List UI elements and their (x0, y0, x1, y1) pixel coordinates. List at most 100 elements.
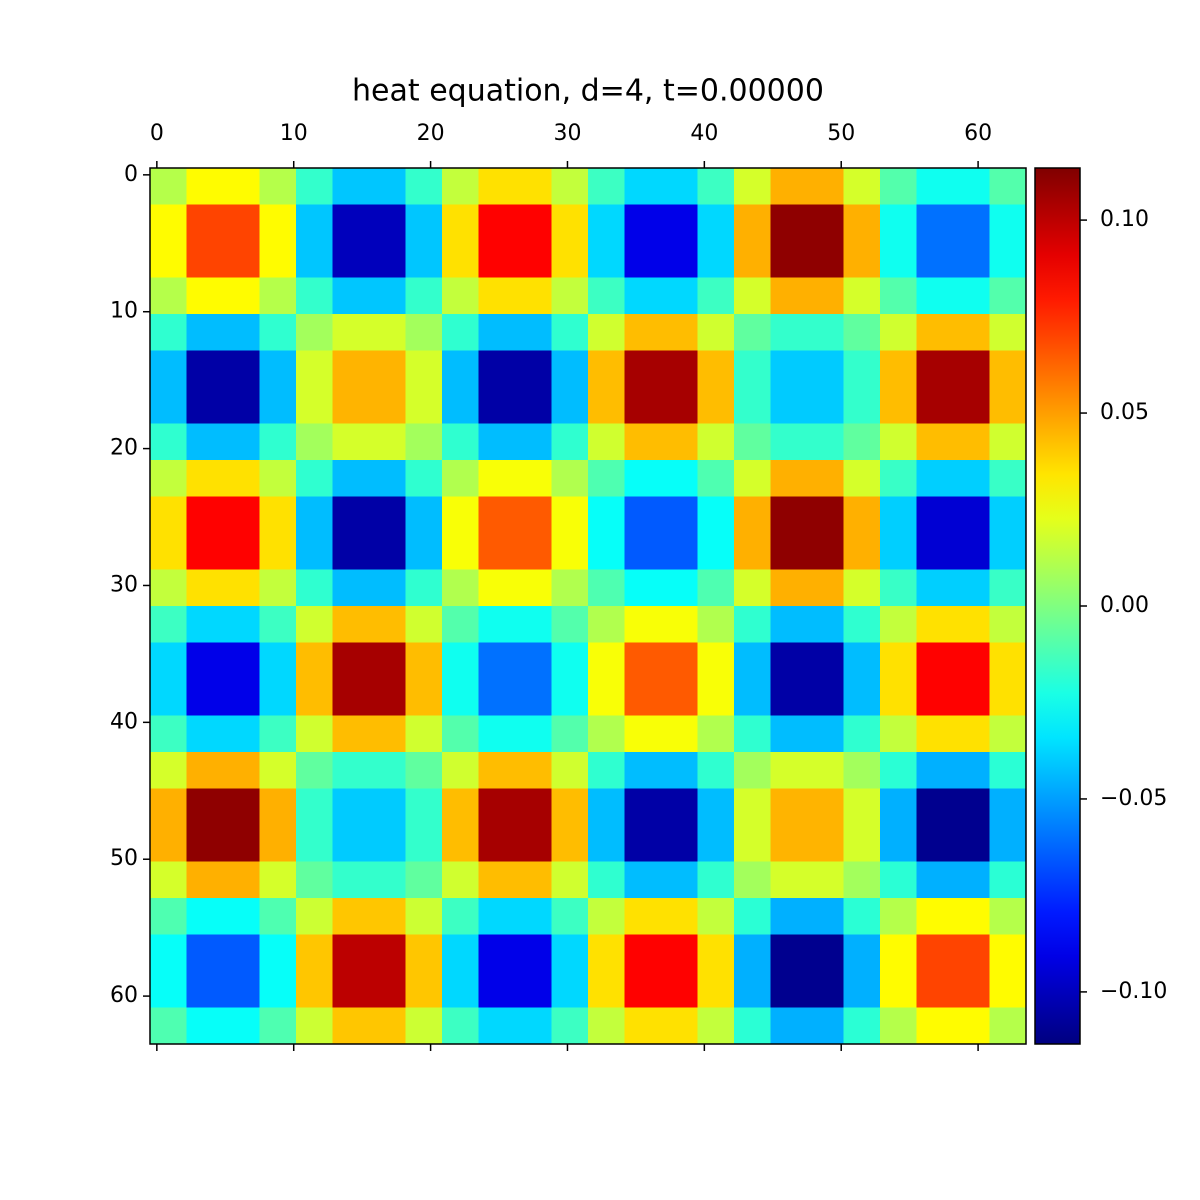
heatmap-cell (953, 642, 991, 680)
heatmap-cell (916, 679, 954, 717)
heatmap-cell (150, 898, 188, 936)
heatmap-cell (843, 496, 881, 534)
heatmap-cell (551, 642, 589, 680)
heatmap-cell (734, 1007, 772, 1045)
heatmap-cell (332, 679, 370, 717)
heatmap-cell (150, 642, 188, 680)
heatmap-cell (807, 350, 845, 388)
heatmap-cell (770, 861, 808, 899)
heatmap-cell (624, 788, 662, 826)
heatmap-cell (369, 241, 407, 279)
heatmap-cell (661, 387, 699, 425)
heatmap-cell (880, 934, 918, 972)
heatmap-cell (478, 788, 516, 826)
heatmap-cell (734, 752, 772, 790)
heatmap-cell (734, 350, 772, 388)
heatmap-cell (223, 898, 261, 936)
heatmap-cell (405, 350, 443, 388)
heatmap-cell (916, 460, 954, 498)
heatmap-cell (843, 241, 881, 279)
heatmap-cell (551, 606, 589, 644)
heatmap-cell (259, 533, 297, 571)
heatmap-cell (953, 752, 991, 790)
heatmap-cell (697, 314, 735, 352)
heatmap-cell (880, 423, 918, 461)
heatmap-cell (770, 569, 808, 607)
heatmap-cell (405, 533, 443, 571)
heatmap-cell (953, 788, 991, 826)
heatmap-cell (259, 423, 297, 461)
heatmap-cell (989, 423, 1027, 461)
heatmap-cell (296, 898, 334, 936)
heatmap-cell (332, 350, 370, 388)
heatmap-cell (369, 788, 407, 826)
heatmap-cell (989, 204, 1027, 242)
heatmap-cell (880, 752, 918, 790)
colorbar-tick-label: 0.10 (1100, 207, 1149, 232)
heatmap-cell (588, 569, 626, 607)
heatmap-cell (661, 569, 699, 607)
heatmap-cell (843, 825, 881, 863)
heatmap-cell (916, 350, 954, 388)
heatmap-cell (734, 788, 772, 826)
heatmap-cell (916, 1007, 954, 1045)
heatmap-cell (296, 314, 334, 352)
heatmap-cell (661, 971, 699, 1009)
heatmap-cell (442, 460, 480, 498)
heatmap-cell (186, 423, 224, 461)
heatmap-cell (807, 423, 845, 461)
heatmap-cell (442, 679, 480, 717)
heatmap-cell (588, 533, 626, 571)
heatmap-cell (807, 752, 845, 790)
heatmap-cell (551, 971, 589, 1009)
heatmap-cell (843, 971, 881, 1009)
heatmap-cell (223, 168, 261, 206)
heatmap-cell (551, 277, 589, 315)
heatmap-cell (734, 898, 772, 936)
heatmap-cell (223, 387, 261, 425)
heatmap-cell (515, 569, 553, 607)
heatmap-cell (953, 460, 991, 498)
heatmap-cell (405, 569, 443, 607)
heatmap-cell (551, 752, 589, 790)
heatmap-cell (734, 971, 772, 1009)
heatmap-cell (186, 971, 224, 1009)
heatmap-cell (332, 861, 370, 899)
heatmap-cell (989, 314, 1027, 352)
heatmap-cell (734, 679, 772, 717)
heatmap-cell (442, 642, 480, 680)
heatmap-cell (807, 715, 845, 753)
heatmap-cell (989, 861, 1027, 899)
heatmap-cell (661, 715, 699, 753)
heatmap-cell (807, 314, 845, 352)
heatmap-cell (259, 752, 297, 790)
heatmap-cell (478, 350, 516, 388)
heatmap-cell (843, 606, 881, 644)
heatmap-cell (588, 241, 626, 279)
heatmap-cell (478, 387, 516, 425)
heatmap-cell (807, 642, 845, 680)
heatmap-cell (807, 825, 845, 863)
heatmap-cell (770, 898, 808, 936)
heatmap-cell (478, 715, 516, 753)
heatmap-cell (916, 971, 954, 1009)
heatmap-cell (405, 971, 443, 1009)
heatmap-cell (989, 496, 1027, 534)
heatmap-cell (880, 971, 918, 1009)
heatmap-cell (296, 934, 334, 972)
heatmap-cell (734, 168, 772, 206)
heatmap-cell (734, 387, 772, 425)
heatmap-cell (332, 606, 370, 644)
heatmap-cell (442, 423, 480, 461)
heatmap-cell (697, 387, 735, 425)
heatmap-cell (478, 241, 516, 279)
heatmap-cell (916, 825, 954, 863)
heatmap-cell (770, 606, 808, 644)
heatmap-cell (515, 1007, 553, 1045)
heatmap-cell (588, 642, 626, 680)
heatmap-cell (661, 606, 699, 644)
heatmap-cell (515, 934, 553, 972)
heatmap-cell (953, 314, 991, 352)
heatmap-cell (624, 715, 662, 753)
heatmap-cell (223, 277, 261, 315)
